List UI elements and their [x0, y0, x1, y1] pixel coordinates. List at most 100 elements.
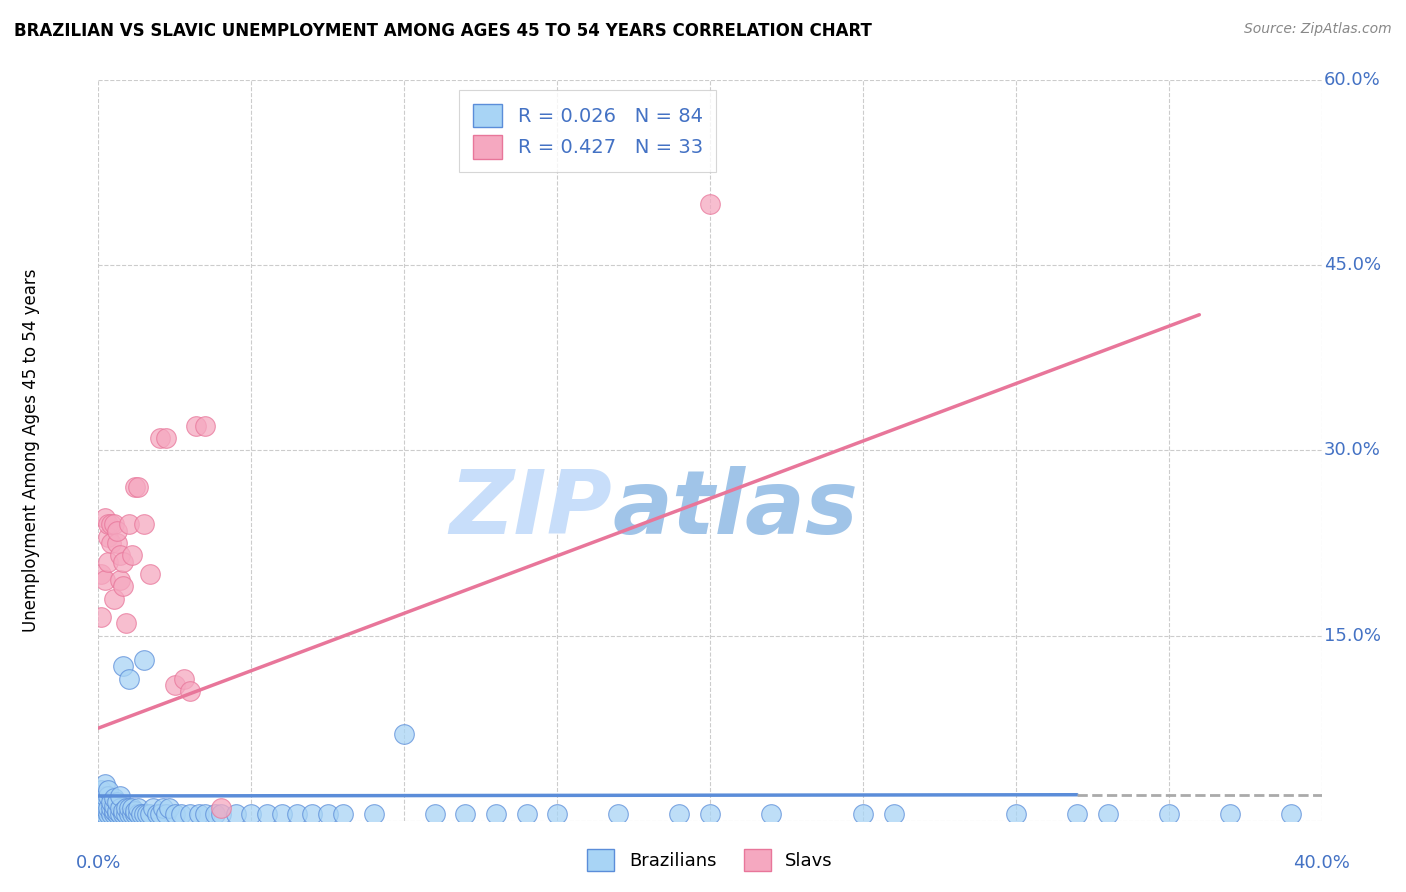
Point	[97, 517, 120, 532]
Point	[163, 678, 186, 692]
Point	[136, 807, 159, 822]
Point	[103, 798, 125, 813]
Text: ZIP: ZIP	[450, 467, 612, 553]
Point	[90, 566, 112, 581]
Point	[111, 554, 134, 569]
Point	[118, 517, 141, 532]
Point	[1066, 807, 1088, 822]
Text: 15.0%: 15.0%	[1324, 626, 1381, 645]
Point	[90, 782, 112, 797]
Point	[118, 807, 141, 822]
Point	[115, 616, 138, 631]
Point	[209, 807, 232, 822]
Point	[121, 801, 143, 815]
Point	[155, 431, 177, 445]
Point	[93, 573, 115, 587]
Point	[668, 807, 690, 822]
Point	[127, 801, 149, 815]
Point	[90, 795, 112, 809]
Point	[124, 804, 146, 818]
Point	[115, 807, 138, 822]
Point	[142, 801, 165, 815]
Point	[103, 804, 125, 818]
Point	[108, 549, 131, 563]
Point	[103, 807, 125, 822]
Point	[204, 807, 226, 822]
Point	[115, 801, 138, 815]
Point	[100, 517, 122, 532]
Point	[100, 536, 122, 550]
Point	[1004, 807, 1026, 822]
Point	[121, 807, 143, 822]
Point	[516, 807, 538, 822]
Point	[108, 807, 131, 822]
Point	[105, 795, 128, 809]
Text: Source: ZipAtlas.com: Source: ZipAtlas.com	[1244, 22, 1392, 37]
Point	[256, 807, 278, 822]
Point	[129, 807, 152, 822]
Point	[699, 807, 721, 822]
Point	[124, 807, 146, 822]
Point	[179, 684, 201, 698]
Point	[93, 801, 115, 815]
Point	[852, 807, 875, 822]
Point	[105, 524, 128, 538]
Point	[363, 807, 385, 822]
Point	[139, 566, 162, 581]
Point	[134, 517, 156, 532]
Point	[270, 807, 292, 822]
Point	[145, 807, 167, 822]
Point	[1097, 807, 1119, 822]
Point	[152, 801, 174, 815]
Point	[103, 517, 125, 532]
Point	[1279, 807, 1302, 822]
Point	[105, 536, 128, 550]
Point	[93, 776, 115, 791]
Text: atlas: atlas	[612, 467, 858, 553]
Point	[173, 672, 195, 686]
Point	[111, 659, 134, 673]
Point	[97, 801, 120, 815]
Point	[546, 807, 568, 822]
Point	[100, 801, 122, 815]
Point	[97, 530, 120, 544]
Point	[316, 807, 339, 822]
Point	[105, 804, 128, 818]
Point	[111, 807, 134, 822]
Point	[105, 807, 128, 822]
Point	[134, 807, 156, 822]
Point	[170, 807, 193, 822]
Point	[883, 807, 905, 822]
Point	[139, 807, 162, 822]
Point	[93, 807, 115, 822]
Point	[97, 554, 120, 569]
Point	[699, 196, 721, 211]
Point	[157, 801, 180, 815]
Point	[485, 807, 508, 822]
Point	[186, 418, 208, 433]
Point	[90, 801, 112, 815]
Point	[108, 789, 131, 803]
Text: 40.0%: 40.0%	[1294, 854, 1350, 872]
Legend: Brazilians, Slavs: Brazilians, Slavs	[581, 842, 839, 879]
Point	[454, 807, 477, 822]
Point	[97, 782, 120, 797]
Point	[103, 791, 125, 805]
Point	[179, 807, 201, 822]
Point	[93, 511, 115, 525]
Point	[332, 807, 354, 822]
Text: Unemployment Among Ages 45 to 54 years: Unemployment Among Ages 45 to 54 years	[22, 268, 41, 632]
Point	[118, 801, 141, 815]
Point	[103, 591, 125, 606]
Point	[607, 807, 630, 822]
Text: 30.0%: 30.0%	[1324, 442, 1381, 459]
Point	[90, 610, 112, 624]
Point	[100, 807, 122, 822]
Point	[121, 549, 143, 563]
Text: 60.0%: 60.0%	[1324, 71, 1381, 89]
Point	[93, 789, 115, 803]
Point	[1157, 807, 1180, 822]
Point	[163, 807, 186, 822]
Text: 45.0%: 45.0%	[1324, 256, 1381, 275]
Point	[194, 807, 217, 822]
